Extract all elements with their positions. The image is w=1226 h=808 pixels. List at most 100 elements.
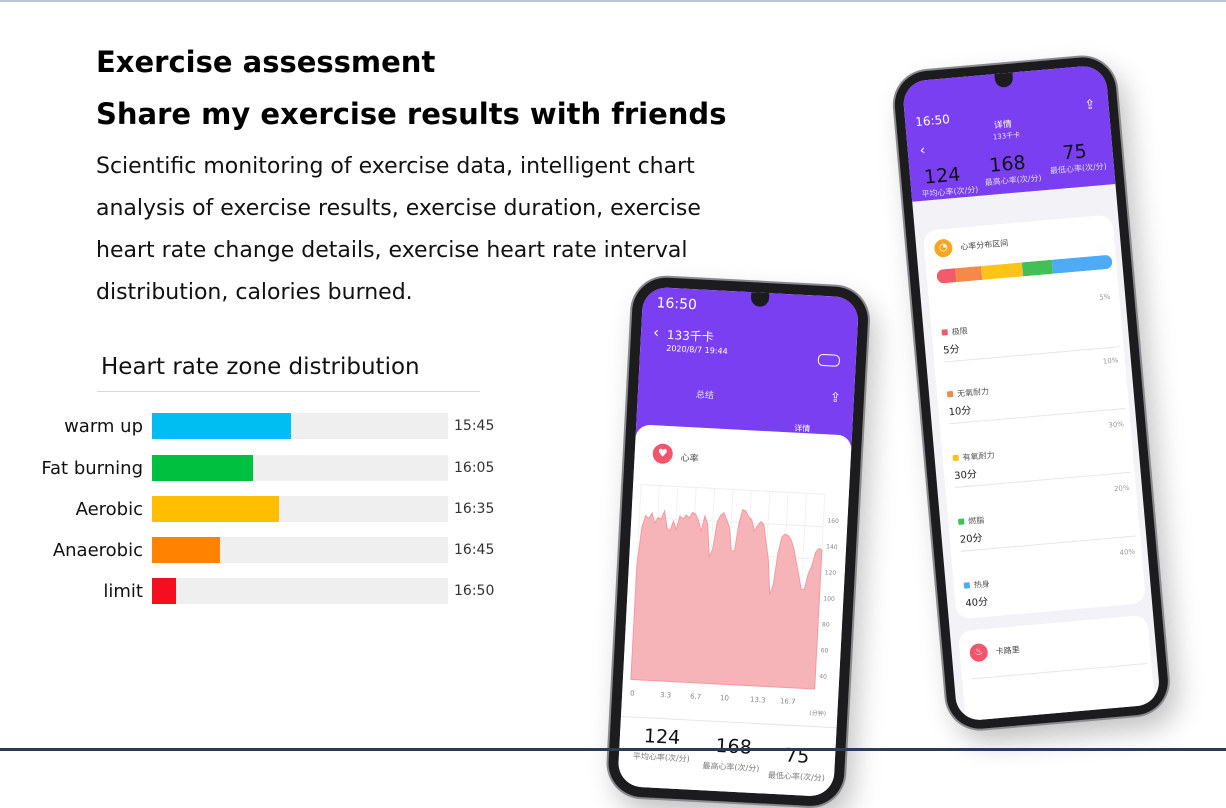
calorie-card-title: 卡路里 — [995, 645, 1021, 657]
zone-percent: 40% — [1119, 547, 1136, 557]
zone-fill — [152, 537, 221, 563]
zone-row-anaerobic: Anaerobic 16:45 — [0, 537, 500, 565]
zone-track — [152, 537, 448, 563]
headline-title: Exercise assessment — [96, 45, 436, 79]
zone-percent: 30% — [1108, 420, 1125, 430]
y-tick-label: 40 — [819, 673, 827, 680]
back-chevron-icon[interactable]: ‹ — [652, 323, 660, 342]
x-tick-label: 6.7 — [690, 693, 702, 702]
avg-heart-rate: 124 — [643, 725, 681, 750]
zone-time: 16:50 — [454, 583, 495, 599]
zone-minutes: 10分 — [948, 405, 972, 419]
zone-bar-segment — [1022, 259, 1054, 277]
zone-time: 16:35 — [454, 501, 495, 517]
description-line: heart rate change details, exercise hear… — [96, 238, 688, 263]
zone-fill — [152, 578, 176, 604]
x-tick-label: 10 — [720, 694, 729, 702]
heart-rate-chart: 0 3.3 6.7 10 13.3 16.7 (分钟) 160 140 120 100 80 60 40 — [630, 484, 839, 718]
tab-summary[interactable]: 总结 — [695, 390, 715, 402]
zone-minutes: 40分 — [965, 596, 989, 610]
zone-name: 无氧耐力 — [956, 386, 990, 399]
phone-right-screen: 16:50 详情 133千卡 ‹ ⇪ 124 平均心率(次/分) 168 最高心… — [901, 64, 1161, 722]
zone-time: 16:05 — [454, 460, 495, 476]
zone-chart-divider — [97, 391, 480, 392]
heart-rate-area — [630, 508, 823, 690]
battery-icon — [817, 353, 841, 367]
zone-label: limit — [103, 581, 143, 602]
zone-percent: 10% — [1102, 356, 1119, 366]
x-tick-label: 16.7 — [780, 697, 796, 706]
zone-track — [152, 455, 448, 481]
zone-row-aerobic: Aerobic 16:35 — [0, 496, 500, 524]
avg-heart-rate: 124 — [923, 163, 962, 189]
zone-label: warm up — [64, 416, 143, 437]
share-icon[interactable]: ⇪ — [1083, 97, 1097, 114]
calorie-card: ♨ 卡路里 — [957, 614, 1157, 722]
status-time: 16:50 — [914, 112, 951, 130]
zone-minutes: 20分 — [959, 532, 984, 546]
y-tick-label: 100 — [823, 595, 835, 603]
zone-label: Fat burning — [41, 458, 143, 479]
zone-bar-segment — [954, 265, 983, 283]
zone-minutes: 30分 — [953, 469, 978, 483]
zone-distribution-card: ◔ 心率分布区间 5% 极限 5分 10% 无氧耐力 10分 — [922, 214, 1147, 620]
divider — [949, 407, 1126, 425]
zone-row-fat-burning: Fat burning 16:05 — [0, 455, 500, 483]
y-tick-label: 120 — [825, 569, 837, 577]
divider — [971, 662, 1148, 680]
bottom-border — [0, 748, 1226, 751]
description: Scientific monitoring of exercise data, … — [96, 146, 736, 314]
zone-card-title: 心率分布区间 — [959, 238, 1009, 252]
zone-stacked-bar — [936, 254, 1113, 284]
zone-bar-segment — [981, 262, 1024, 280]
zone-minutes: 5分 — [942, 344, 961, 357]
avg-heart-rate-label: 平均心率(次/分) — [632, 751, 690, 764]
calories-title: 133千卡 — [666, 327, 715, 345]
phone-right: 16:50 详情 133千卡 ‹ ⇪ 124 平均心率(次/分) 168 最高心… — [892, 54, 1171, 732]
zone-chart-title: Heart rate zone distribution — [101, 354, 420, 380]
description-line: Scientific monitoring of exercise data, … — [96, 154, 695, 179]
y-tick-label: 80 — [822, 621, 830, 628]
zone-percent: 5% — [1098, 292, 1111, 302]
zone-label: Aerobic — [75, 499, 143, 520]
zone-name: 热身 — [973, 579, 991, 590]
zone-fill — [152, 496, 280, 522]
min-heart-rate: 75 — [1061, 140, 1088, 165]
zone-name: 有氧耐力 — [962, 450, 995, 463]
detail-title: 详情 — [993, 119, 1013, 132]
zone-percent: 20% — [1113, 483, 1130, 494]
share-icon[interactable]: ⇪ — [829, 390, 842, 406]
zone-label: Anaerobic — [52, 540, 143, 561]
min-heart-rate-label: 最低心率(次/分) — [767, 770, 826, 783]
heart-card-title: 心率 — [680, 453, 699, 465]
y-tick-label: 160 — [827, 517, 839, 525]
zone-fill — [152, 413, 292, 439]
headline-subtitle: Share my exercise results with friends — [96, 97, 727, 131]
max-heart-rate: 168 — [714, 734, 753, 759]
heart-rate-card: ♥ 心率 0 3.3 6.7 10 13.3 16.7 (分钟) 160 140 120 100 80… — [617, 424, 852, 798]
zone-icon: ◔ — [933, 238, 954, 258]
zone-item: 5% 极限 5分 — [923, 214, 1120, 363]
zone-track — [152, 578, 448, 604]
zone-list: 5% 极限 5分 10% 无氧耐力 10分 30% 有氧耐力 — [923, 214, 1137, 610]
zone-color-dot — [952, 454, 959, 462]
status-time: 16:50 — [656, 295, 698, 314]
phone-left-screen: 16:50 ‹ 133千卡 2020/8/7 19:44 总结 ⇪ 详情 ♥ 心… — [617, 286, 860, 798]
zone-color-dot — [963, 582, 971, 589]
heart-icon: ♥ — [652, 443, 674, 465]
flame-icon: ♨ — [969, 642, 989, 663]
x-tick-label: 13.3 — [750, 696, 766, 705]
zone-row-limit: limit 16:50 — [0, 578, 500, 606]
description-line: distribution, calories burned. — [96, 280, 413, 305]
top-border — [0, 0, 1226, 2]
max-heart-rate-label: 最高心率(次/分) — [702, 761, 760, 774]
zone-color-dot — [941, 329, 948, 336]
zone-color-dot — [946, 390, 954, 398]
zone-color-dot — [958, 518, 965, 525]
zone-bar-segment — [1051, 254, 1113, 274]
zone-bar-segment — [936, 268, 957, 284]
x-tick-label: 0 — [630, 689, 635, 697]
zone-item: 20% 燃脂 20分 — [923, 214, 1137, 552]
zone-track — [152, 496, 448, 522]
zone-track — [152, 413, 448, 439]
